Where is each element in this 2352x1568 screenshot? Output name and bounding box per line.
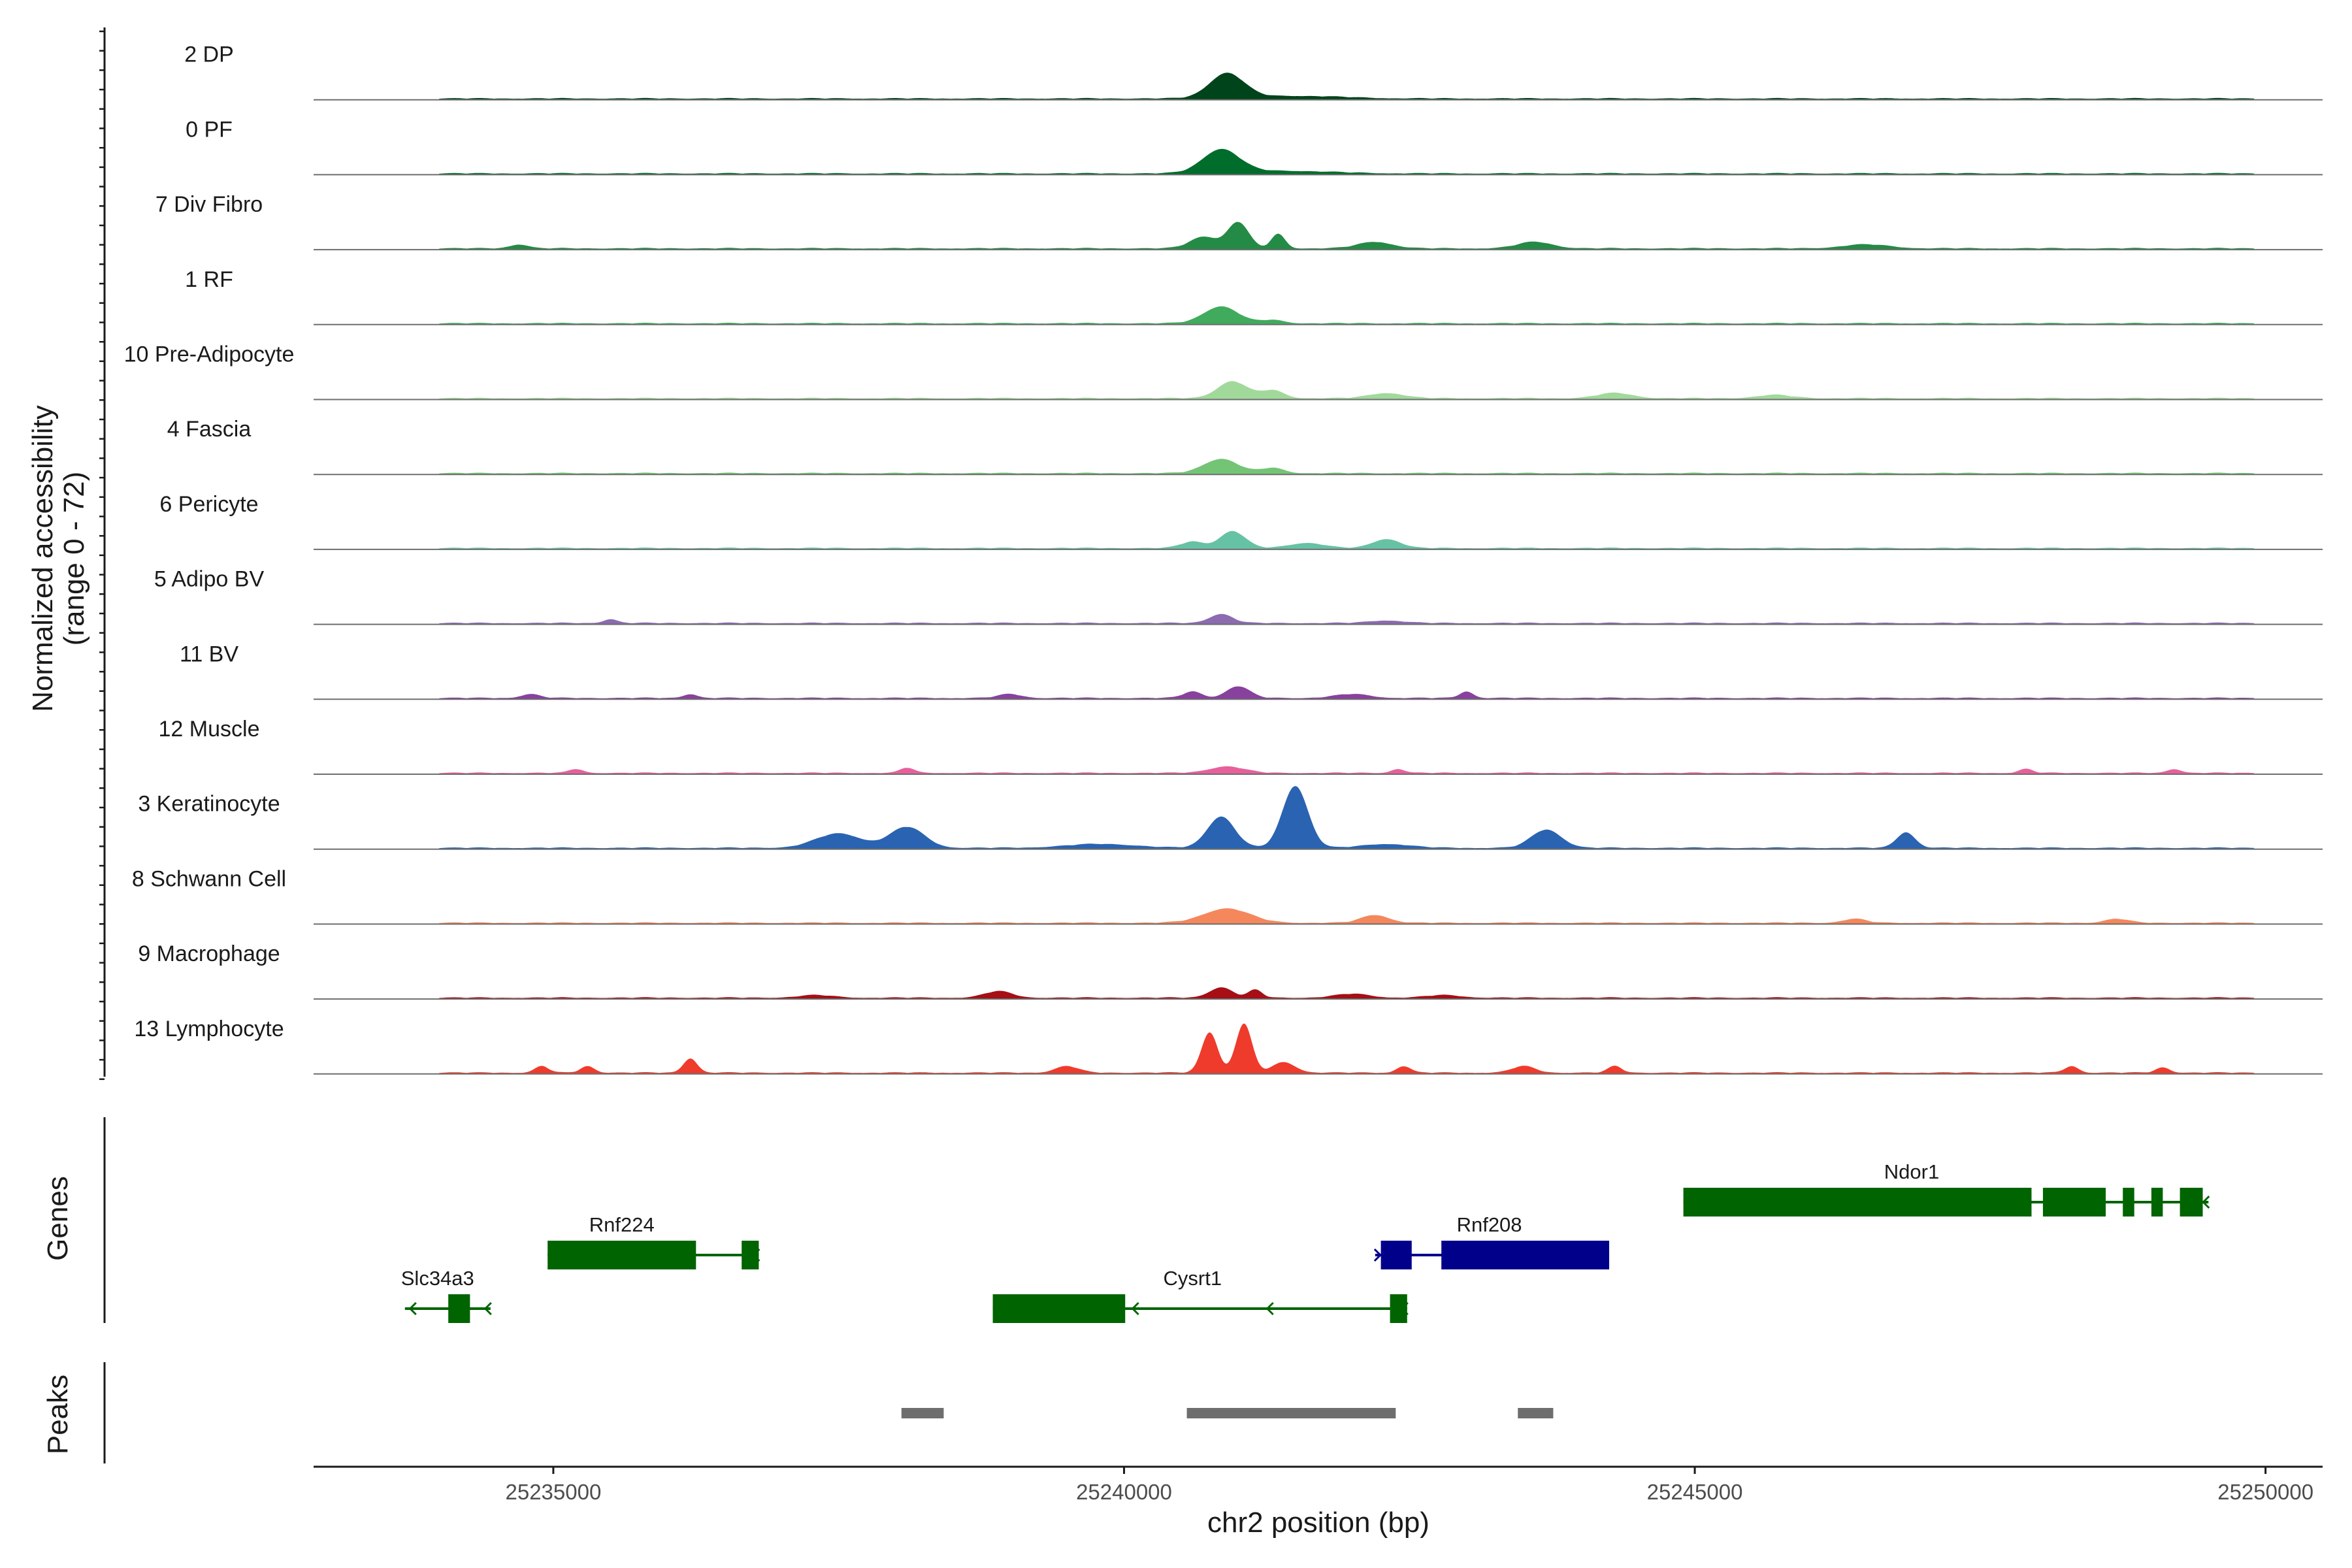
track-label: 8 Schwann Cell xyxy=(132,866,286,891)
gene-exon xyxy=(2123,1188,2134,1217)
track-coverage-area xyxy=(439,221,2255,250)
gene-exon xyxy=(2180,1188,2203,1217)
track-label: 0 PF xyxy=(186,117,233,142)
track-label: 9 Macrophage xyxy=(138,941,280,966)
coverage-tracks: 2 DP 0 PF 7 Div Fibro 1 RF 10 Pre-Adipocyte 4… xyxy=(124,42,2323,1075)
x-tick-label: 25240000 xyxy=(1076,1480,1172,1504)
gene-strand-arrow xyxy=(1131,1301,1139,1316)
track-coverage-area xyxy=(439,987,2255,1000)
gene-exon xyxy=(2151,1188,2163,1217)
x-tick-label: 25245000 xyxy=(1647,1480,1743,1504)
gene-exon xyxy=(448,1294,470,1323)
track-label: 12 Muscle xyxy=(159,717,260,742)
peak-regions-panel xyxy=(103,1362,1554,1463)
x-tick-label: 25250000 xyxy=(2217,1480,2313,1504)
gene-exon xyxy=(1441,1241,1610,1269)
track-label: 10 Pre-Adipocyte xyxy=(124,342,295,367)
gene-strand-arrow xyxy=(408,1301,417,1316)
track-coverage-area xyxy=(439,306,2255,325)
x-axis-title: chr2 position (bp) xyxy=(1207,1507,1429,1539)
track-label: 4 Fascia xyxy=(167,417,252,442)
gene-exon xyxy=(1380,1241,1412,1269)
peak-region-bar xyxy=(1518,1408,1554,1418)
x-axis: 25235000 25240000 25245000 25250000 xyxy=(314,1465,2323,1504)
track-coverage-area xyxy=(439,786,2255,849)
track-label: 5 Adipo BV xyxy=(154,567,265,592)
track-coverage-area xyxy=(439,1023,2255,1074)
gene-strand-arrow xyxy=(1373,1248,1382,1262)
peak-region-bar xyxy=(1186,1408,1396,1418)
peaks-panel-label: Peaks xyxy=(42,1375,74,1454)
track-coverage-area xyxy=(439,459,2255,475)
y-axis-title: Normalized accessibility xyxy=(27,405,59,711)
track-coverage-area xyxy=(439,73,2255,100)
track-label: 7 Div Fibro xyxy=(155,192,263,217)
track-coverage-area xyxy=(439,531,2255,549)
track-coverage-area xyxy=(439,908,2255,924)
track-label: 2 DP xyxy=(184,42,234,67)
genes-panel-label: Genes xyxy=(42,1176,74,1261)
x-tick-label: 25235000 xyxy=(505,1480,601,1504)
gene-exon xyxy=(2042,1188,2106,1217)
gene-label: Rnf224 xyxy=(589,1213,655,1236)
gene-strand-arrow xyxy=(1266,1301,1274,1316)
gene-strand-arrow xyxy=(2202,1195,2210,1209)
y-axis-range: (range 0 - 72) xyxy=(58,472,90,646)
gene-label: Ndor1 xyxy=(1884,1160,1939,1183)
gene-exon xyxy=(742,1241,759,1269)
track-coverage-area xyxy=(439,381,2255,400)
gene-annotation-panel: Ndor1 Rnf224 Rnf208 Cysrt1 Slc34a3 xyxy=(103,1117,2210,1323)
track-label: 13 Lymphocyte xyxy=(134,1017,284,1041)
y-axis: Normalized accessibility (range 0 - 72) xyxy=(27,27,106,1081)
track-label: 3 Keratinocyte xyxy=(138,792,280,817)
track-label: 11 BV xyxy=(180,642,238,666)
peak-region-bar xyxy=(901,1408,944,1418)
track-label: 6 Pericyte xyxy=(159,492,258,517)
gene-strand-arrow xyxy=(483,1301,492,1316)
gene-label: Cysrt1 xyxy=(1164,1267,1222,1290)
track-coverage-area xyxy=(439,766,2255,774)
gene-label: Slc34a3 xyxy=(401,1267,474,1290)
gene-exon xyxy=(992,1294,1126,1323)
gene-exon xyxy=(1390,1294,1407,1323)
gene-label: Rnf208 xyxy=(1457,1213,1522,1236)
track-label: 1 RF xyxy=(185,267,233,292)
track-coverage-area xyxy=(439,613,2255,625)
gene-exon xyxy=(547,1241,696,1269)
track-coverage-area xyxy=(439,686,2255,700)
gene-exon xyxy=(1683,1188,2032,1217)
track-coverage-area xyxy=(439,148,2255,175)
